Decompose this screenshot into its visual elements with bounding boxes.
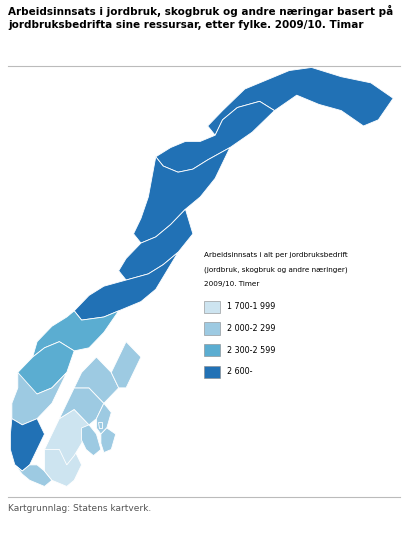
Text: 2 300-2 599: 2 300-2 599 xyxy=(227,346,275,354)
Text: 2 600-: 2 600- xyxy=(227,367,252,376)
Polygon shape xyxy=(156,101,275,172)
Bar xyxy=(204,344,220,356)
Bar xyxy=(204,301,220,313)
Polygon shape xyxy=(96,403,111,434)
Polygon shape xyxy=(208,68,393,135)
Polygon shape xyxy=(18,342,74,394)
Polygon shape xyxy=(111,342,141,388)
Polygon shape xyxy=(133,148,230,243)
Polygon shape xyxy=(74,252,178,320)
Polygon shape xyxy=(44,409,89,465)
Text: 1 700-1 999: 1 700-1 999 xyxy=(227,302,275,311)
Text: Kartgrunnlag: Statens kartverk.: Kartgrunnlag: Statens kartverk. xyxy=(8,504,151,513)
Polygon shape xyxy=(15,465,52,487)
Polygon shape xyxy=(98,422,102,428)
Polygon shape xyxy=(12,373,67,425)
Polygon shape xyxy=(82,425,101,456)
Polygon shape xyxy=(33,311,119,357)
Text: Arbeidsinnsats i alt per jordbruksbedrift: Arbeidsinnsats i alt per jordbruksbedrif… xyxy=(204,253,348,259)
Text: Arbeidsinnsats i jordbruk, skogbruk og andre næringar basert på jordbruksbedrift: Arbeidsinnsats i jordbruk, skogbruk og a… xyxy=(8,5,393,30)
Text: 2009/10. Timer: 2009/10. Timer xyxy=(204,281,259,287)
Polygon shape xyxy=(101,428,116,453)
Polygon shape xyxy=(59,388,104,425)
Polygon shape xyxy=(119,209,193,280)
Polygon shape xyxy=(10,418,44,471)
Bar xyxy=(204,322,220,335)
Text: 2 000-2 299: 2 000-2 299 xyxy=(227,324,275,333)
Polygon shape xyxy=(44,440,82,487)
Text: (jordbruk, skogbruk og andre næringer): (jordbruk, skogbruk og andre næringer) xyxy=(204,266,348,273)
Polygon shape xyxy=(74,357,119,403)
Bar xyxy=(204,366,220,378)
